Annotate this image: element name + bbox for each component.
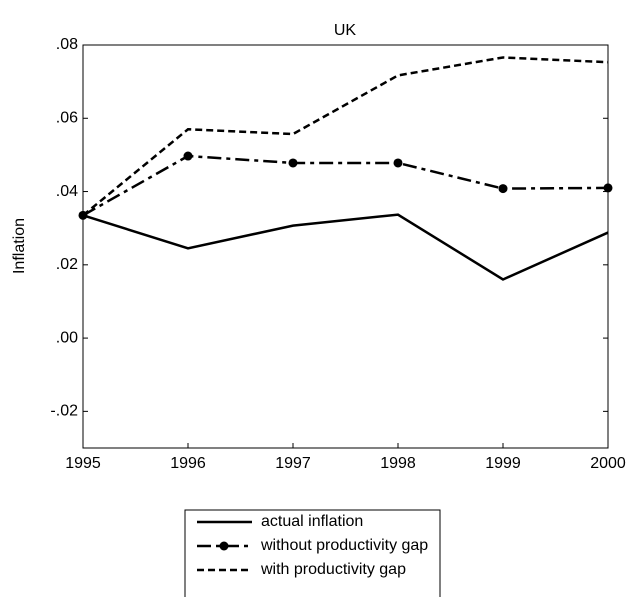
x-tick-label: 1996: [170, 455, 206, 472]
y-tick-label: .02: [56, 256, 78, 273]
point-marker: [393, 158, 403, 168]
x-tick-label: 1998: [380, 455, 416, 472]
x-tick-label: 1997: [275, 455, 311, 472]
plot-frame: [82, 44, 609, 449]
legend-marker: [219, 541, 229, 551]
point-marker: [183, 151, 193, 161]
series-line: [82, 213, 609, 281]
y-tick-label: .00: [56, 329, 78, 346]
legend-label: with productivity gap: [260, 561, 406, 578]
point-marker: [498, 184, 508, 194]
y-tick-label: .04: [56, 183, 78, 200]
y-tick-label: .08: [56, 36, 78, 53]
series-line: [82, 154, 609, 217]
point-marker: [603, 183, 613, 193]
x-tick-label: 1995: [65, 455, 101, 472]
x-tick-label: 2000: [590, 455, 626, 472]
series-line: [82, 56, 609, 217]
y-axis-label: Inflation: [11, 218, 28, 274]
legend-label: actual inflation: [261, 513, 363, 530]
y-tick-label: .06: [56, 109, 78, 126]
chart-title: UK: [334, 22, 357, 39]
legend-label: without productivity gap: [260, 537, 428, 554]
legend-box: [184, 509, 441, 597]
point-marker: [288, 158, 298, 168]
y-tick-label: -.02: [50, 403, 78, 420]
x-tick-label: 1999: [485, 455, 521, 472]
